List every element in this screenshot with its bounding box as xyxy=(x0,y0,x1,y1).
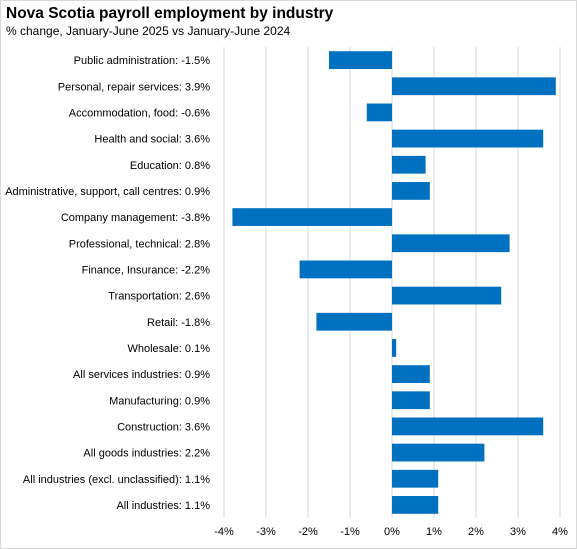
x-tick-label: 1% xyxy=(426,526,442,538)
bar xyxy=(392,496,439,514)
bar xyxy=(392,155,426,174)
bar xyxy=(392,234,510,253)
x-tick-label: 3% xyxy=(510,526,526,538)
gridlines xyxy=(223,47,561,518)
category-label: All industries (excl. unclassified): 1.1… xyxy=(23,474,210,486)
category-label: Administrative, support, call centres: 0… xyxy=(5,186,210,198)
bar xyxy=(392,77,556,96)
bar xyxy=(316,312,392,331)
bar xyxy=(392,182,430,200)
category-label: Education: 0.8% xyxy=(130,160,210,172)
category-label: Public administration: -1.5% xyxy=(74,55,211,67)
category-labels: Public administration: -1.5% Personal, re… xyxy=(5,55,210,512)
x-tick-label: -2% xyxy=(298,526,318,538)
category-label: Company management: -3.8% xyxy=(61,212,210,224)
category-label: Professional, technical: 2.8% xyxy=(69,238,210,250)
category-label: All industries: 1.1% xyxy=(116,500,210,512)
x-tick-label: 4% xyxy=(552,526,568,538)
bar xyxy=(392,417,544,436)
bar xyxy=(392,443,485,462)
category-label: Wholesale: 0.1% xyxy=(127,343,210,355)
x-tick-labels: -4% -3% -2% -1% 0% 1% 2% 3% 4% xyxy=(214,526,568,538)
bar xyxy=(232,208,392,226)
bar xyxy=(366,103,392,122)
bars xyxy=(232,51,556,514)
bar xyxy=(392,391,430,410)
x-tick-label: 2% xyxy=(468,526,484,538)
category-label: Personal, repair services: 3.9% xyxy=(58,81,210,93)
x-tick-label: -1% xyxy=(340,526,360,538)
category-label: Finance, Insurance: -2.2% xyxy=(82,264,211,276)
x-tick-label: -3% xyxy=(256,526,276,538)
category-label: Transportation: 2.6% xyxy=(108,291,210,303)
chart-subtitle: % change, January-June 2025 vs January-J… xyxy=(6,24,291,38)
category-label: Retail: -1.8% xyxy=(147,317,210,329)
category-label: Accommodation, food: -0.6% xyxy=(69,107,210,119)
bar xyxy=(392,339,397,357)
x-tick-label: 0% xyxy=(384,526,400,538)
bar xyxy=(392,286,502,305)
category-label: All goods industries: 2.2% xyxy=(83,448,210,460)
category-label: All services industries: 0.9% xyxy=(73,369,210,381)
category-label: Health and social: 3.6% xyxy=(94,134,210,146)
category-label: Manufacturing: 0.9% xyxy=(109,395,210,407)
category-label: Construction: 3.6% xyxy=(117,421,210,433)
bar xyxy=(392,469,439,488)
bar xyxy=(392,129,544,148)
bar xyxy=(392,365,430,383)
chart-title: Nova Scotia payroll employment by indust… xyxy=(6,5,334,22)
x-tick-label: -4% xyxy=(214,526,234,538)
bar xyxy=(329,51,392,69)
bar xyxy=(299,260,392,279)
